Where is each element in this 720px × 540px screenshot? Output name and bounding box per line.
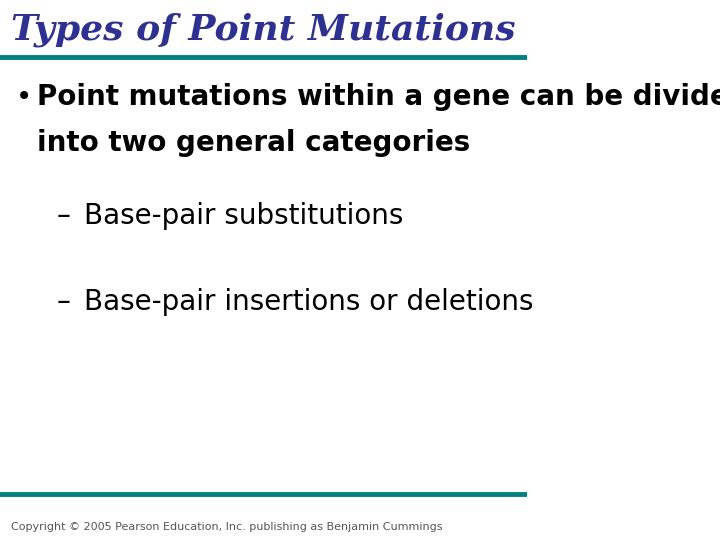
Text: –: – [56, 288, 71, 316]
Text: Types of Point Mutations: Types of Point Mutations [11, 12, 516, 47]
Text: Copyright © 2005 Pearson Education, Inc. publishing as Benjamin Cummings: Copyright © 2005 Pearson Education, Inc.… [11, 522, 442, 531]
Text: Base-pair substitutions: Base-pair substitutions [84, 202, 404, 230]
Text: Base-pair insertions or deletions: Base-pair insertions or deletions [84, 288, 534, 316]
Text: into two general categories: into two general categories [37, 129, 470, 157]
Text: •: • [16, 83, 32, 111]
Text: Point mutations within a gene can be divided: Point mutations within a gene can be div… [37, 83, 720, 111]
Text: –: – [56, 202, 71, 230]
